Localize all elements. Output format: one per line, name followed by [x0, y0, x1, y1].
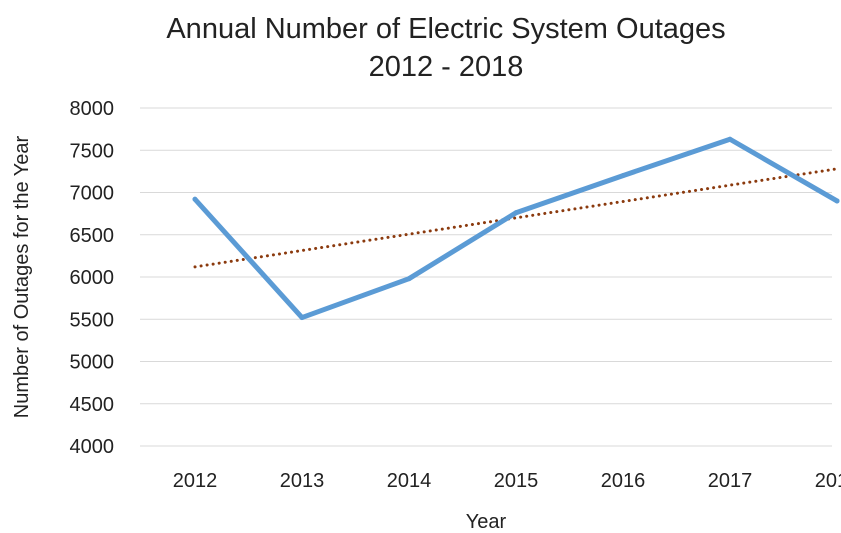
x-tick-label: 2015	[494, 470, 539, 492]
x-axis-ticks: 2012 2013 2014 2015 2016 2017 2018	[173, 470, 841, 492]
data-point-2015	[513, 210, 519, 216]
y-tick-label: 5500	[70, 309, 115, 331]
x-tick-label: 2013	[280, 470, 325, 492]
y-tick-label: 4000	[70, 436, 115, 458]
y-axis-label: Number of Outages for the Year	[11, 135, 33, 418]
linear-trendline	[193, 167, 839, 269]
x-tick-label: 2016	[601, 470, 646, 492]
y-tick-label: 6000	[70, 267, 115, 289]
y-tick-label: 5000	[70, 352, 115, 374]
data-point-2012	[192, 196, 198, 202]
data-point-2018	[834, 198, 840, 204]
series-line	[192, 136, 840, 321]
gridlines	[140, 107, 832, 447]
chart-title-line-2: 2012 - 2018	[369, 51, 524, 83]
series-lines	[192, 136, 840, 321]
data-point-2013	[299, 315, 305, 321]
data-point-2017	[727, 136, 733, 142]
data-point-2014	[406, 276, 412, 282]
data-point-2016	[620, 173, 626, 179]
y-axis-ticks: 4000 4500 5000 5500 6000 6500 7000 7500 8000	[70, 98, 115, 458]
y-tick-label: 8000	[70, 98, 115, 120]
y-tick-label: 4500	[70, 394, 115, 416]
y-tick-label: 7000	[70, 183, 115, 205]
x-tick-label: 2017	[708, 470, 753, 492]
y-tick-label: 6500	[70, 225, 115, 247]
x-tick-label: 2014	[387, 470, 432, 492]
y-tick-label: 7500	[70, 140, 115, 162]
x-tick-label: 2018	[815, 470, 841, 492]
x-axis-label: Year	[466, 511, 507, 533]
x-tick-label: 2012	[173, 470, 218, 492]
chart-title-line-1: Annual Number of Electric System Outages	[166, 13, 725, 45]
trendline	[193, 167, 839, 269]
